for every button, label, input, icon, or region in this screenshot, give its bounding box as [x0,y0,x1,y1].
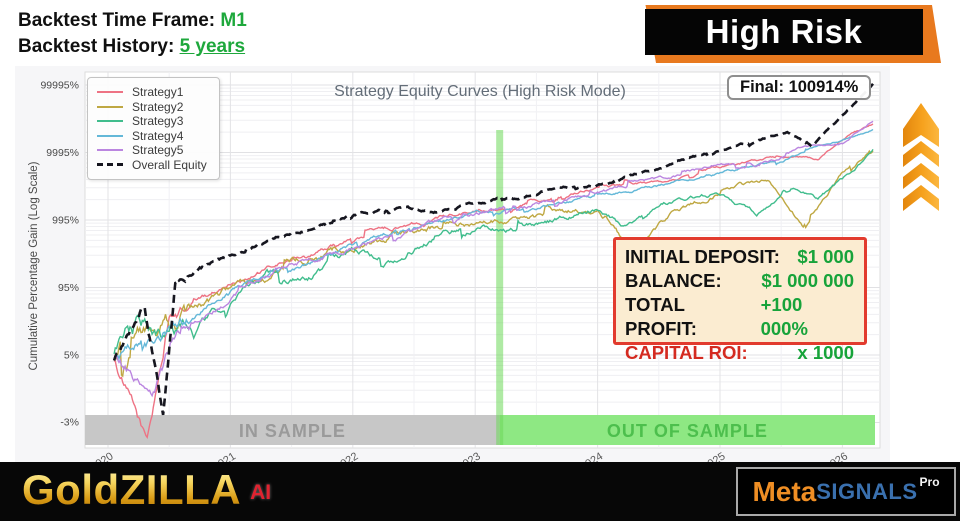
stats-row: BALANCE: $1 000 000 [625,269,854,293]
backtest-history-line: Backtest History: 5 years [18,34,247,60]
series-strategy1 [114,123,874,440]
stats-label: CAPITAL ROI: [625,342,748,363]
in-sample-band [85,415,500,445]
y-tick-label: 5% [64,350,79,362]
x-tick-label: 2022 [333,450,360,462]
series-strategy5 [113,120,874,398]
out-of-sample-band [499,415,875,445]
legend-item-strategy2: Strategy2 [97,100,207,115]
final-value-badge: Final: 100914% [727,75,872,100]
x-tick-label: 2020 [88,450,115,462]
x-tick-label: 2024 [578,450,605,462]
final-value-label: Final: 100914% [740,78,859,96]
legend-label: Strategy1 [132,85,184,100]
account-stats-box: INITIAL DEPOSIT: $1 000 BALANCE: $1 000 000… [613,237,867,363]
goldzilla-wordmark: GoldZILLA [22,466,242,513]
stats-value: +100 000% [760,294,808,339]
stats-label: TOTAL PROFIT: [625,294,697,339]
y-axis-title: Cumulative Percentage Gain (Log Scale) [28,161,40,370]
stats-row: INITIAL DEPOSIT: $1 000 [625,245,854,269]
stats-value: $1 000 [797,246,854,267]
legend-swatch [97,134,123,137]
goldzilla-logo: GoldZILLA AI [22,465,271,515]
stats-value: x 1000 [797,342,854,363]
out-of-sample-label: OUT OF SAMPLE [607,421,768,441]
stats-label: INITIAL DEPOSIT: [625,246,780,267]
goldzilla-ai-suffix: AI [250,481,272,504]
chart-legend: Strategy1 Strategy2 Strategy3 Strategy4 Stra… [87,77,220,180]
series-strategy2 [113,149,874,378]
curves-group [112,82,875,440]
stats-value: $1 000 000 [761,270,854,291]
legend-label: Overall Equity [132,157,207,172]
legend-item-strategy4: Strategy4 [97,129,207,144]
legend-item-strategy3: Strategy3 [97,114,207,129]
up-arrow-icon [903,103,939,211]
legend-label: Strategy3 [132,114,184,129]
stats-label: BALANCE: [625,270,722,291]
legend-label: Strategy5 [132,143,184,158]
legend-swatch [97,91,123,94]
legend-item-strategy1: Strategy1 [97,85,207,100]
legend-label: Strategy4 [132,128,184,143]
stats-row: TOTAL PROFIT: +100 000% [625,293,854,341]
backtest-history-label: Backtest History: [18,36,175,57]
legend-swatch [97,120,123,123]
y-tick-label: 95% [58,282,79,294]
legend-item-strategy5: Strategy5 [97,143,207,158]
legend-swatch [97,149,123,152]
series-overall-equity [112,82,875,416]
metasignals-pro: Pro [919,474,940,489]
legend-label: Strategy2 [132,99,184,114]
stats-row: CAPITAL ROI: x 1000 [625,341,854,365]
y-tick-label: 9995% [46,147,79,159]
backtest-timeframe-label: Backtest Time Frame: [18,10,216,31]
legend-item-overall-equity: Overall Equity [97,158,207,173]
backtest-timeframe-line: Backtest Time Frame: M1 [18,8,247,34]
metasignals-signals: SIGNALS [816,478,918,504]
backtest-history-link[interactable]: 5 years [179,36,246,57]
series-strategy3 [113,148,874,355]
risk-banner-box: High Risk [645,9,923,55]
legend-swatch [97,163,123,167]
y-tick-label: 99995% [40,80,79,92]
x-tick-label: 2021 [211,450,238,462]
x-tick-label: 2023 [456,450,483,462]
y-tick-label: -3% [60,417,79,429]
backtest-info: Backtest Time Frame: M1 Backtest History… [18,8,247,60]
risk-banner-label: High Risk [705,13,863,50]
legend-swatch [97,105,123,108]
metasignals-logo: Meta SIGNALS Pro [736,467,956,516]
footer-bar: GoldZILLA AI Meta SIGNALS Pro [0,462,960,521]
metasignals-meta: Meta [752,475,817,507]
x-tick-label: 2025 [700,450,727,462]
in-sample-label: IN SAMPLE [239,421,346,441]
y-tick-label: 995% [52,215,79,227]
risk-banner: High Risk [641,5,941,63]
chart-title: Strategy Equity Curves (High Risk Mode) [334,83,626,100]
x-tick-label: 2026 [823,450,850,462]
backtest-timeframe-value: M1 [220,10,247,31]
